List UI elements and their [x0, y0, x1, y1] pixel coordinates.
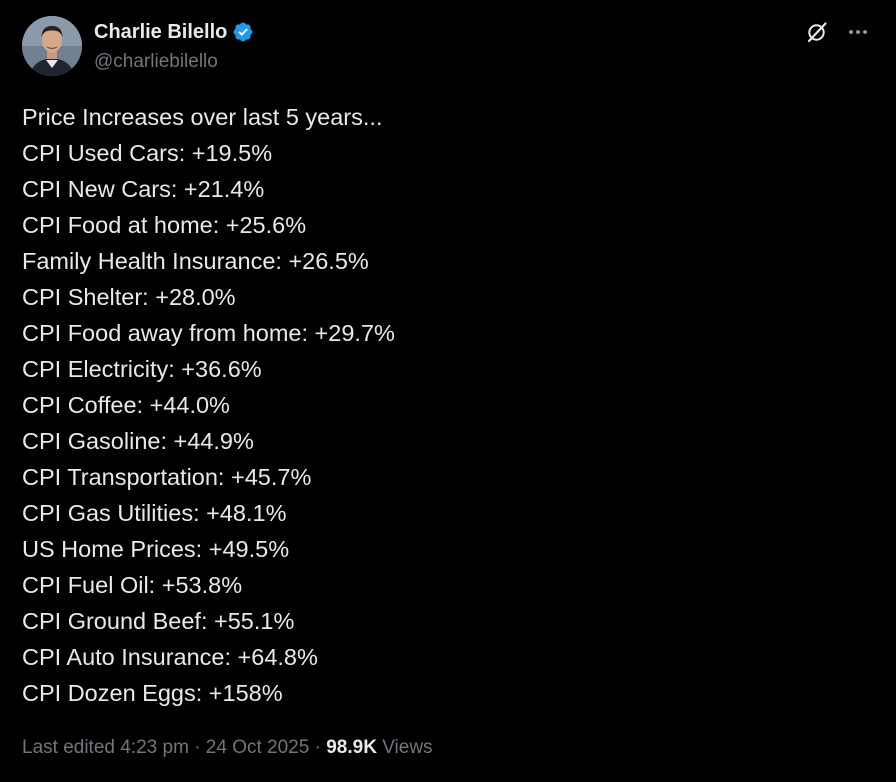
avatar-image [22, 16, 82, 76]
tweet-line: CPI Used Cars: +19.5% [22, 140, 273, 166]
tweet-line: CPI Fuel Oil: +53.8% [22, 572, 243, 598]
meta-separator: · [194, 737, 201, 758]
author-display-name[interactable]: Charlie Bilello [94, 21, 228, 43]
tweet-line: CPI Food away from home: +29.7% [22, 320, 395, 346]
tweet-line: CPI Electricity: +36.6% [22, 356, 262, 382]
tweet-line: CPI Gas Utilities: +48.1% [22, 500, 287, 526]
more-options-button[interactable] [844, 18, 872, 46]
verified-badge-icon [232, 21, 254, 43]
tweet-line: CPI Coffee: +44.0% [22, 392, 230, 418]
avatar[interactable] [22, 16, 82, 76]
tweet-line: CPI Ground Beef: +55.1% [22, 608, 295, 634]
grok-button[interactable] [803, 18, 831, 46]
edited-label[interactable]: Last edited [22, 737, 115, 758]
more-horizontal-icon [849, 30, 867, 34]
tweet-line: CPI Shelter: +28.0% [22, 284, 236, 310]
tweet-line: CPI Auto Insurance: +64.8% [22, 644, 318, 670]
meta-separator: · [314, 737, 321, 758]
tweet-line: US Home Prices: +49.5% [22, 536, 290, 562]
tweet-line: Family Health Insurance: +26.5% [22, 248, 369, 274]
tweet-time[interactable]: 4:23 pm [120, 737, 189, 758]
tweet-line: CPI Dozen Eggs: +158% [22, 680, 283, 706]
grok-icon [807, 22, 827, 43]
tweet-line: CPI New Cars: +21.4% [22, 176, 265, 202]
views-count[interactable]: 98.9K [326, 737, 377, 758]
views-label: Views [382, 737, 433, 758]
tweet-line: CPI Transportation: +45.7% [22, 464, 312, 490]
tweet-date[interactable]: 24 Oct 2025 [205, 737, 310, 758]
author-handle[interactable]: @charliebilello [94, 51, 218, 72]
tweet-line: CPI Food at home: +25.6% [22, 212, 307, 238]
tweet-line: Price Increases over last 5 years... [22, 104, 383, 130]
tweet-text: Price Increases over last 5 years... CPI… [22, 99, 872, 711]
tweet-meta: Last edited 4:23 pm · 24 Oct 2025 · 98.9… [22, 733, 433, 763]
tweet-line: CPI Gasoline: +44.9% [22, 428, 254, 454]
author-name-row: Charlie Bilello [94, 20, 254, 44]
